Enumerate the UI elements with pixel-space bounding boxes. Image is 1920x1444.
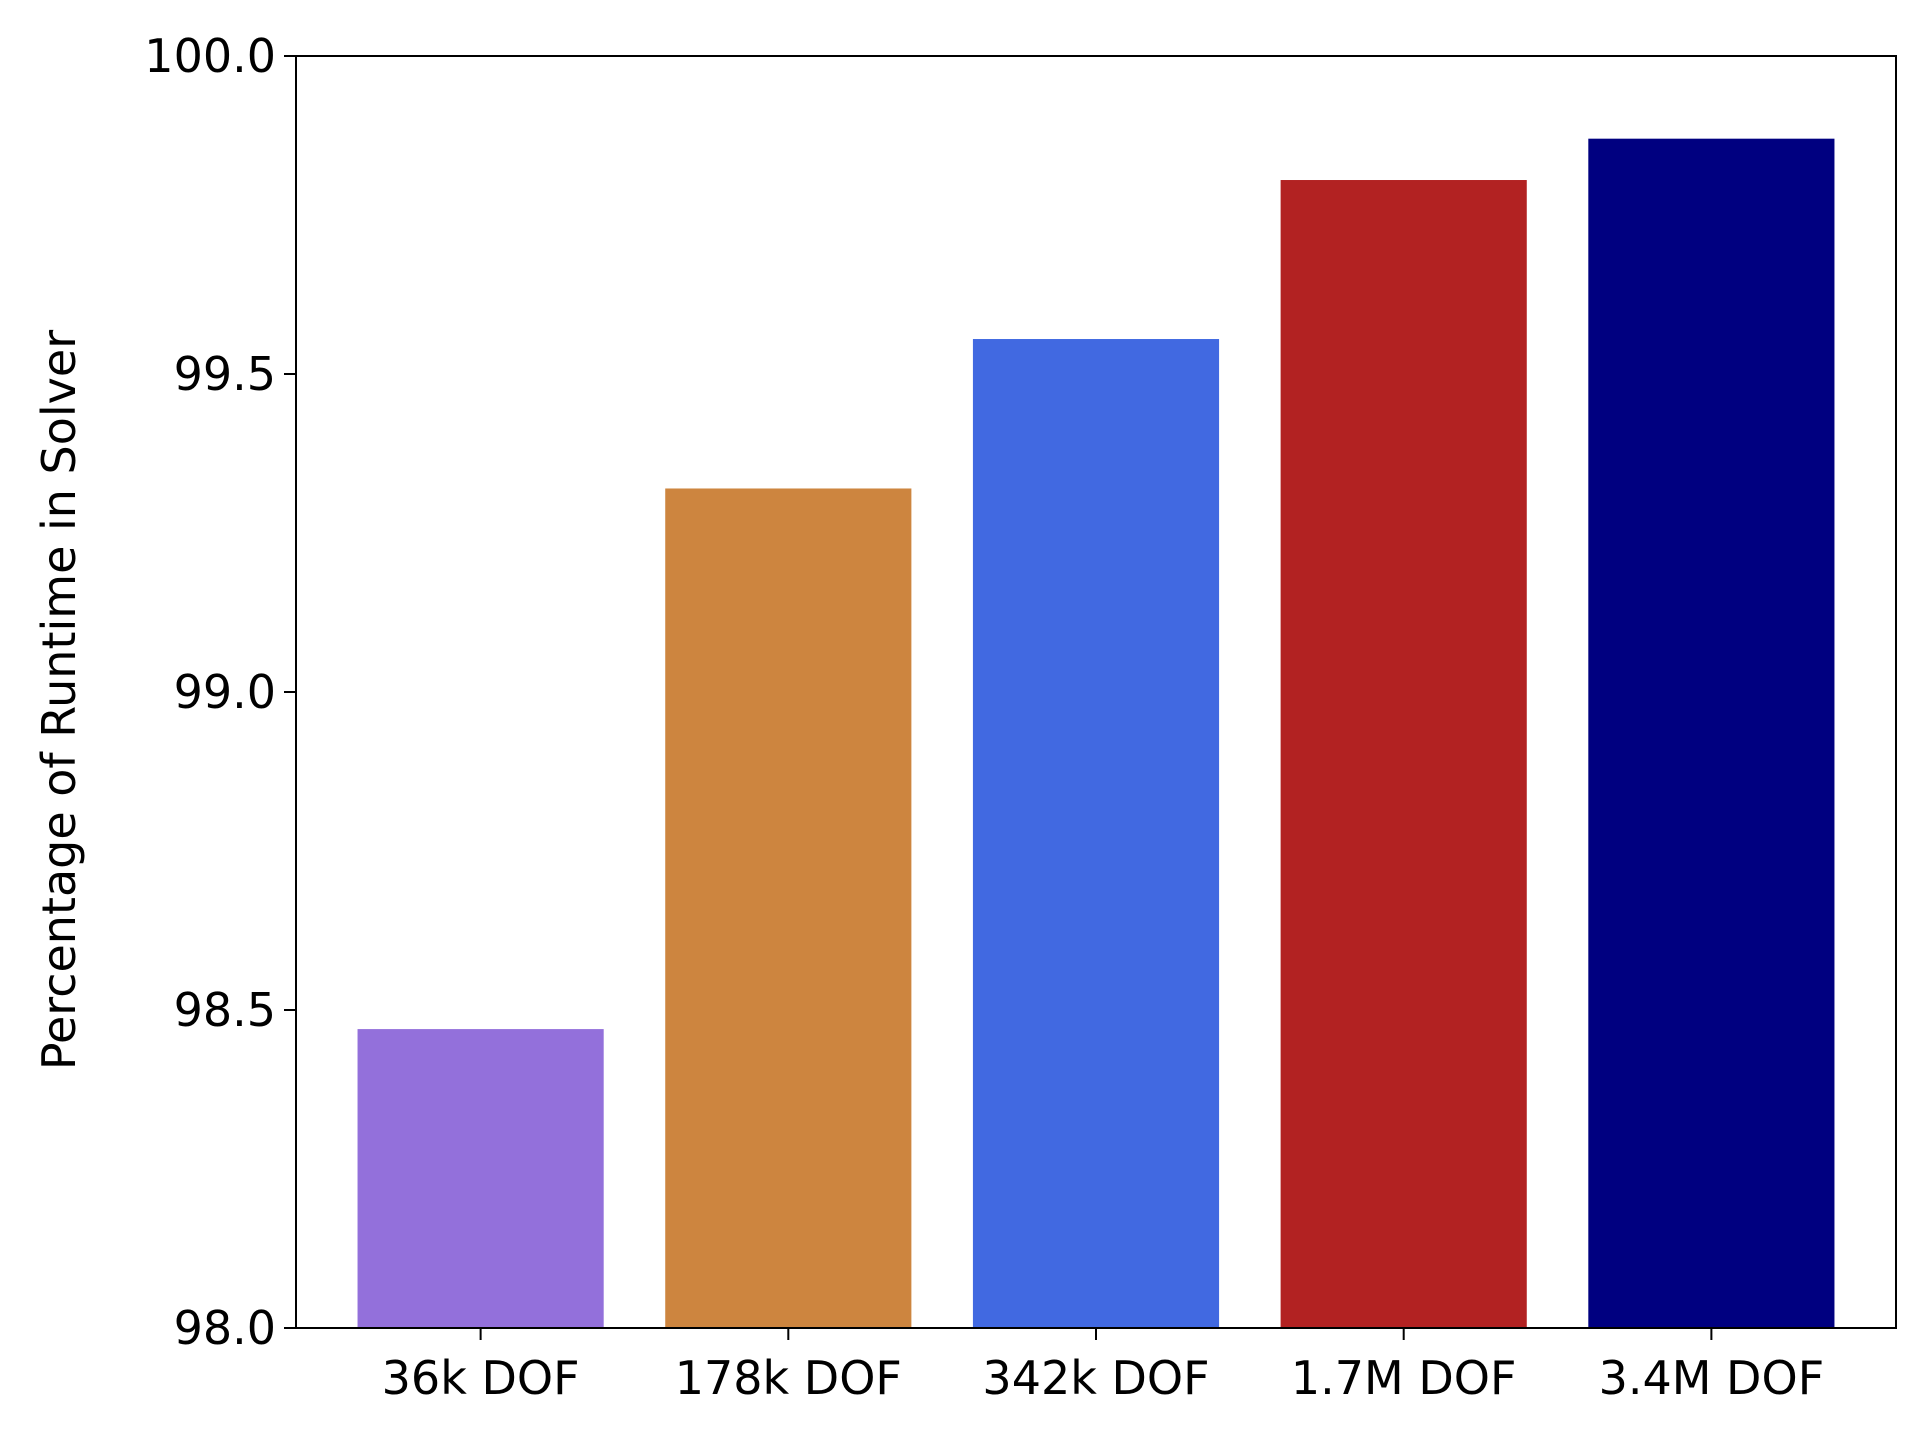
bar-3-4m-dof bbox=[1588, 138, 1835, 1329]
bars-layer bbox=[357, 138, 1835, 1329]
axes-layer: 98.0 98.5 99.0 99.5 100.0 36k DOF 178k DOF 342k… bbox=[144, 29, 1897, 1405]
x-tick-label: 342k DOF bbox=[982, 1351, 1209, 1405]
bar-1-7m-dof bbox=[1280, 180, 1527, 1328]
y-tick-label: 98.5 bbox=[174, 983, 276, 1037]
x-tick-label: 1.7M DOF bbox=[1291, 1351, 1517, 1405]
x-tick-label: 36k DOF bbox=[382, 1351, 580, 1405]
y-tick-label: 100.0 bbox=[144, 29, 276, 83]
y-tick-label: 99.0 bbox=[174, 665, 276, 719]
y-axis-label: Percentage of Runtime in Solver bbox=[32, 330, 86, 1070]
x-tick-label: 3.4M DOF bbox=[1599, 1351, 1825, 1405]
bar-178k-dof bbox=[665, 488, 912, 1329]
y-tick-label: 98.0 bbox=[174, 1301, 276, 1355]
bar-342k-dof bbox=[972, 339, 1220, 1328]
bar-36k-dof bbox=[357, 1029, 604, 1328]
y-tick-label: 99.5 bbox=[174, 347, 276, 401]
x-tick-label: 178k DOF bbox=[675, 1351, 902, 1405]
